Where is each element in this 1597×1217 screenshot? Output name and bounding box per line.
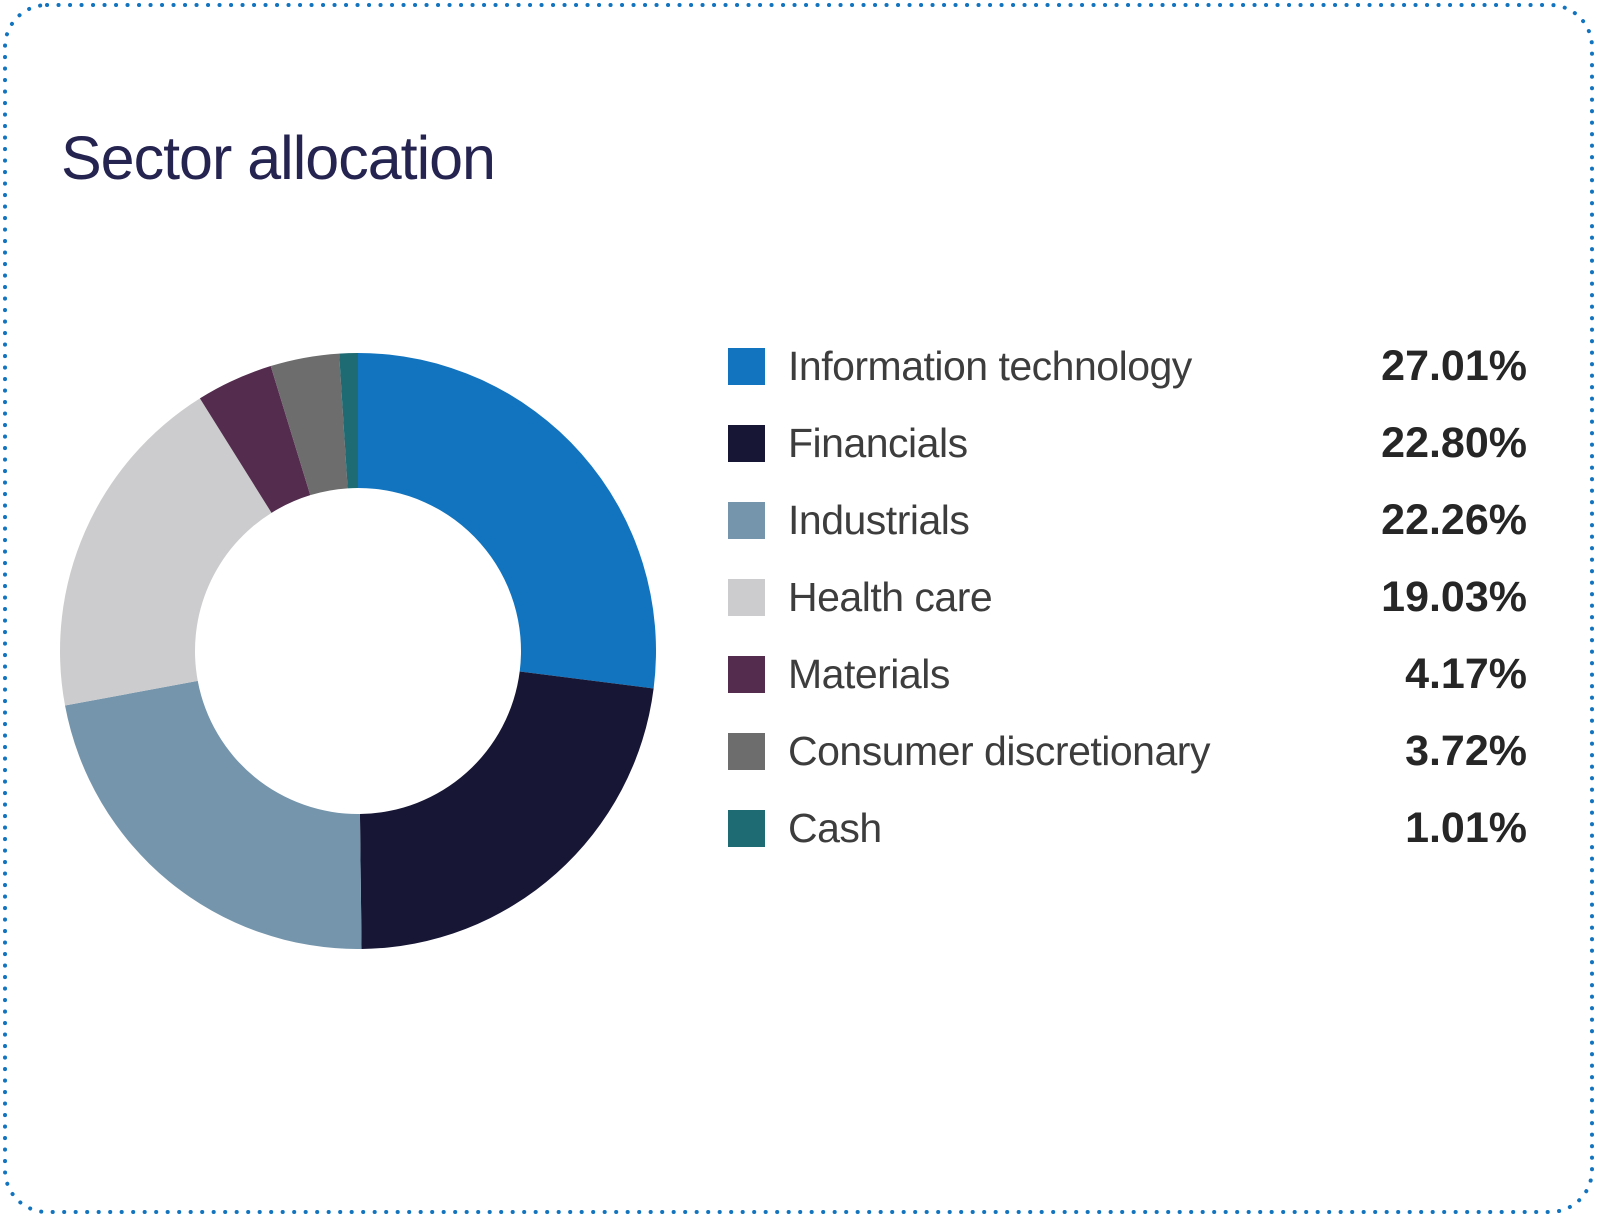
legend-row: Consumer discretionary 3.72% (728, 727, 1527, 775)
legend-row: Cash 1.01% (728, 804, 1527, 852)
donut-chart (60, 353, 656, 949)
donut-slice-information-technology[interactable] (358, 353, 656, 689)
legend-color-swatch (728, 348, 765, 385)
legend-color-swatch (728, 810, 765, 847)
chart-legend: Information technology 27.01% Financials… (728, 342, 1527, 887)
legend-row: Information technology 27.01% (728, 342, 1527, 390)
legend-label: Financials (788, 420, 968, 466)
legend-value: 19.03% (1381, 573, 1527, 621)
donut-slice-consumer-discretionary[interactable] (270, 353, 348, 496)
donut-slice-cash[interactable] (339, 353, 358, 489)
donut-slice-industrials[interactable] (65, 680, 362, 949)
donut-slice-materials[interactable] (199, 366, 311, 513)
legend-value: 22.80% (1381, 419, 1527, 467)
legend-row: Materials 4.17% (728, 650, 1527, 698)
legend-label: Health care (788, 574, 993, 620)
legend-color-swatch (728, 579, 765, 616)
legend-label: Information technology (788, 343, 1192, 389)
legend-label: Consumer discretionary (788, 728, 1210, 774)
legend-value: 3.72% (1405, 727, 1527, 775)
legend-value: 4.17% (1405, 650, 1527, 698)
legend-row: Health care 19.03% (728, 573, 1527, 621)
legend-color-swatch (728, 733, 765, 770)
legend-value: 1.01% (1405, 804, 1527, 852)
legend-label: Materials (788, 651, 950, 697)
legend-color-swatch (728, 656, 765, 693)
legend-label: Cash (788, 805, 882, 851)
legend-row: Industrials 22.26% (728, 496, 1527, 544)
legend-color-swatch (728, 425, 765, 462)
legend-color-swatch (728, 502, 765, 539)
donut-slice-health-care[interactable] (60, 398, 272, 706)
donut-slice-financials[interactable] (359, 671, 654, 949)
legend-value: 27.01% (1381, 342, 1527, 390)
page-title: Sector allocation (61, 124, 496, 192)
legend-label: Industrials (788, 497, 970, 543)
legend-value: 22.26% (1381, 496, 1527, 544)
legend-row: Financials 22.80% (728, 419, 1527, 467)
